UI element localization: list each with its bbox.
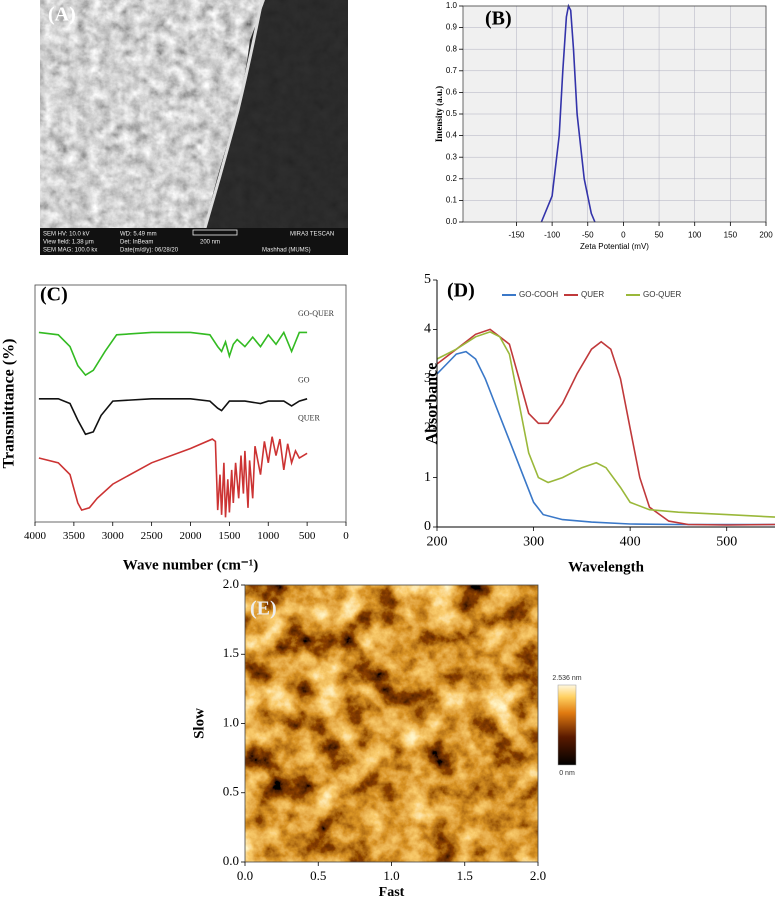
y-tick-label: 0.5: [446, 109, 458, 118]
panel-label: (B): [485, 8, 512, 30]
y-tick-label: 5: [424, 272, 431, 287]
series-annotation: GO-QUER: [298, 309, 335, 318]
x-tick-label: 50: [655, 231, 664, 240]
x-tick-label: 3500: [63, 530, 86, 542]
x-tick-label: -150: [508, 231, 525, 240]
y-tick-label: 2.0: [223, 576, 239, 591]
sem-info: Mashhad (MUMS): [262, 248, 311, 254]
legend-label: QUER: [581, 290, 604, 299]
y-tick-label: 3: [424, 371, 431, 386]
x-axis-label: Wavelength: [568, 559, 644, 575]
sem-panel: (A): [40, 0, 348, 255]
x-tick-label: -50: [582, 231, 594, 240]
data-line: [38, 330, 308, 377]
x-tick-label: 4000: [24, 530, 47, 542]
x-tick-label: 2000: [180, 530, 203, 542]
data-line: [38, 398, 308, 436]
y-axis-label: Transmittance (%): [1, 339, 18, 469]
y-tick-label: 0.9: [446, 23, 458, 32]
series-annotation: GO: [298, 376, 310, 385]
series-annotation: QUER: [298, 414, 320, 423]
sem-info: SEM HV: 10.0 kV: [43, 232, 89, 238]
x-tick-label: 1000: [257, 530, 280, 542]
y-tick-label: 0: [424, 519, 431, 534]
y-tick-label: 0.7: [446, 66, 458, 75]
x-tick-label: 500: [299, 530, 316, 542]
y-tick-label: 0.3: [446, 152, 458, 161]
x-tick-label: 100: [688, 231, 702, 240]
panel-label: (A): [48, 4, 76, 26]
y-tick-label: 1: [424, 470, 431, 485]
x-tick-label: 3000: [102, 530, 125, 542]
y-tick-label: 0.2: [446, 174, 458, 183]
sem-dark-region: [205, 0, 348, 228]
sem-edge: [203, 0, 264, 229]
data-line: [540, 3, 596, 223]
y-axis-label: Absorbance: [424, 363, 441, 445]
x-tick-label: 0: [621, 231, 626, 240]
legend-label: GO-COOH: [519, 290, 558, 299]
x-tick-label: 200: [427, 534, 448, 549]
sem-info: Date(m/d/y): 06/28/20: [120, 248, 179, 254]
y-tick-label: 0.8: [446, 44, 458, 53]
x-axis-label: Wave number (cm⁻¹): [123, 557, 258, 573]
sem-info: WD: 5.49 mm: [120, 232, 157, 238]
panel-label: (E): [250, 598, 277, 620]
x-tick-label: -100: [544, 231, 561, 240]
colorbar-label: 2.536 nm: [552, 675, 581, 682]
y-tick-label: 2: [424, 420, 431, 435]
y-tick-label: 1.0: [446, 1, 458, 10]
legend-label: GO-QUER: [643, 290, 681, 299]
y-axis-label: Intensity (a.u.): [434, 86, 444, 142]
x-tick-label: 1.5: [457, 868, 473, 883]
colorbar-label: 0 nm: [559, 770, 575, 777]
y-tick-label: 0.4: [446, 131, 458, 140]
sem-info-bar: [40, 228, 348, 255]
x-tick-label: 2500: [141, 530, 164, 542]
data-line: [436, 331, 776, 518]
data-line: [436, 328, 776, 526]
sem-info: Det: InBeam: [120, 240, 153, 246]
y-tick-label: 1.0: [223, 714, 239, 729]
y-tick-label: 0.1: [446, 196, 458, 205]
scale-bar: [192, 229, 238, 236]
y-tick-label: 0.6: [446, 88, 458, 97]
data-line: [38, 436, 308, 518]
x-tick-label: 150: [724, 231, 738, 240]
x-tick-label: 500: [716, 534, 737, 549]
x-tick-label: 0: [343, 530, 349, 542]
sem-info: View field: 1.38 μm: [43, 240, 94, 246]
x-tick-label: 0.0: [237, 868, 253, 883]
y-axis-label: Slow: [191, 708, 207, 739]
afm-image: [245, 585, 538, 862]
x-axis-label: Fast: [379, 885, 405, 900]
sem-info: 200 nm: [200, 240, 220, 246]
panel-label: (D): [447, 280, 475, 302]
x-tick-label: 1500: [218, 530, 241, 542]
y-tick-label: 0.0: [446, 217, 458, 226]
sem-info: SEM MAG: 100.0 kx: [43, 248, 97, 254]
x-tick-label: 300: [523, 534, 544, 549]
plot-frame: [34, 284, 347, 523]
x-tick-label: 400: [620, 534, 641, 549]
data-line: [436, 350, 775, 526]
x-tick-label: 0.5: [310, 868, 326, 883]
y-tick-label: 0.5: [223, 784, 239, 799]
panel-label: (C): [40, 284, 68, 306]
colorbar: [557, 684, 577, 766]
y-tick-label: 4: [424, 322, 431, 337]
x-axis-label: Zeta Potential (mV): [580, 242, 649, 251]
y-tick-label: 1.5: [223, 645, 239, 660]
x-tick-label: 200: [759, 231, 773, 240]
sem-info: MIRA3 TESCAN: [290, 232, 334, 238]
y-tick-label: 0.0: [223, 853, 239, 868]
x-tick-label: 1.0: [383, 868, 399, 883]
x-tick-label: 2.0: [530, 868, 546, 883]
